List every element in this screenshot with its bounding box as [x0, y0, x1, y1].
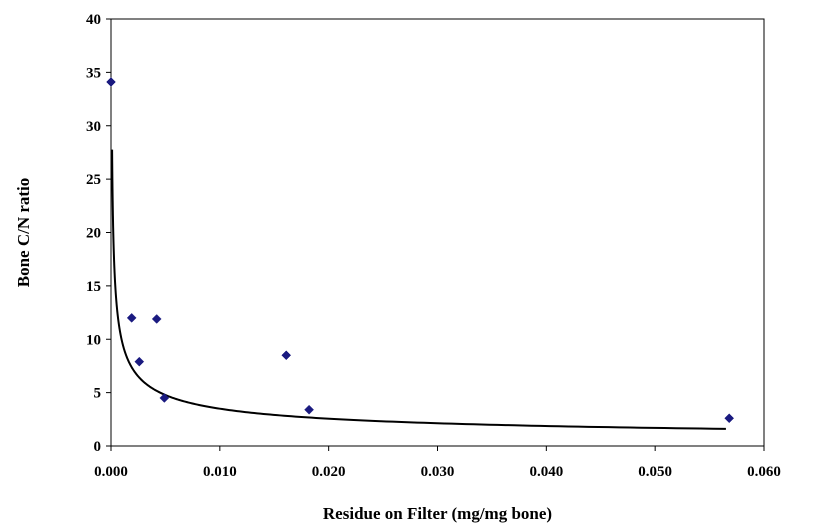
y-tick-label: 25: [86, 172, 101, 188]
x-axis-title: Residue on Filter (mg/mg bone): [323, 504, 552, 523]
x-axis: 0.000 0.010 0.020 0.030 0.040 0.050 0.060: [94, 446, 781, 480]
data-point: [159, 393, 170, 403]
data-points: [106, 77, 735, 424]
y-tick-label: 20: [86, 226, 101, 242]
data-point: [151, 314, 162, 324]
plot-area: [110, 18, 765, 447]
data-point: [106, 77, 116, 87]
y-tick-label: 40: [86, 12, 101, 28]
y-tick-label: 35: [86, 65, 101, 81]
y-tick-label: 5: [94, 386, 102, 402]
x-tick-label: 0.030: [421, 464, 455, 480]
x-tick-label: 0.050: [638, 464, 672, 480]
data-point: [304, 404, 314, 415]
y-tick-label: 15: [86, 279, 101, 295]
data-point: [724, 413, 735, 424]
x-tick-label: 0.040: [529, 464, 563, 480]
y-tick-label: 0: [94, 439, 102, 455]
trendline: [111, 149, 726, 430]
x-tick-label: 0.010: [203, 464, 237, 480]
y-tick-label: 30: [86, 119, 101, 135]
y-tick-label: 10: [86, 332, 101, 348]
x-tick-label: 0.020: [312, 464, 346, 480]
y-axis: 0 5 10 15 20 25 30 35 40: [86, 12, 111, 455]
data-point: [134, 356, 145, 367]
x-tick-label: 0.060: [747, 464, 781, 480]
data-point: [126, 313, 137, 323]
y-axis-title: Bone C/N ratio: [14, 178, 33, 288]
data-point: [281, 350, 292, 361]
x-tick-label: 0.000: [94, 464, 128, 480]
